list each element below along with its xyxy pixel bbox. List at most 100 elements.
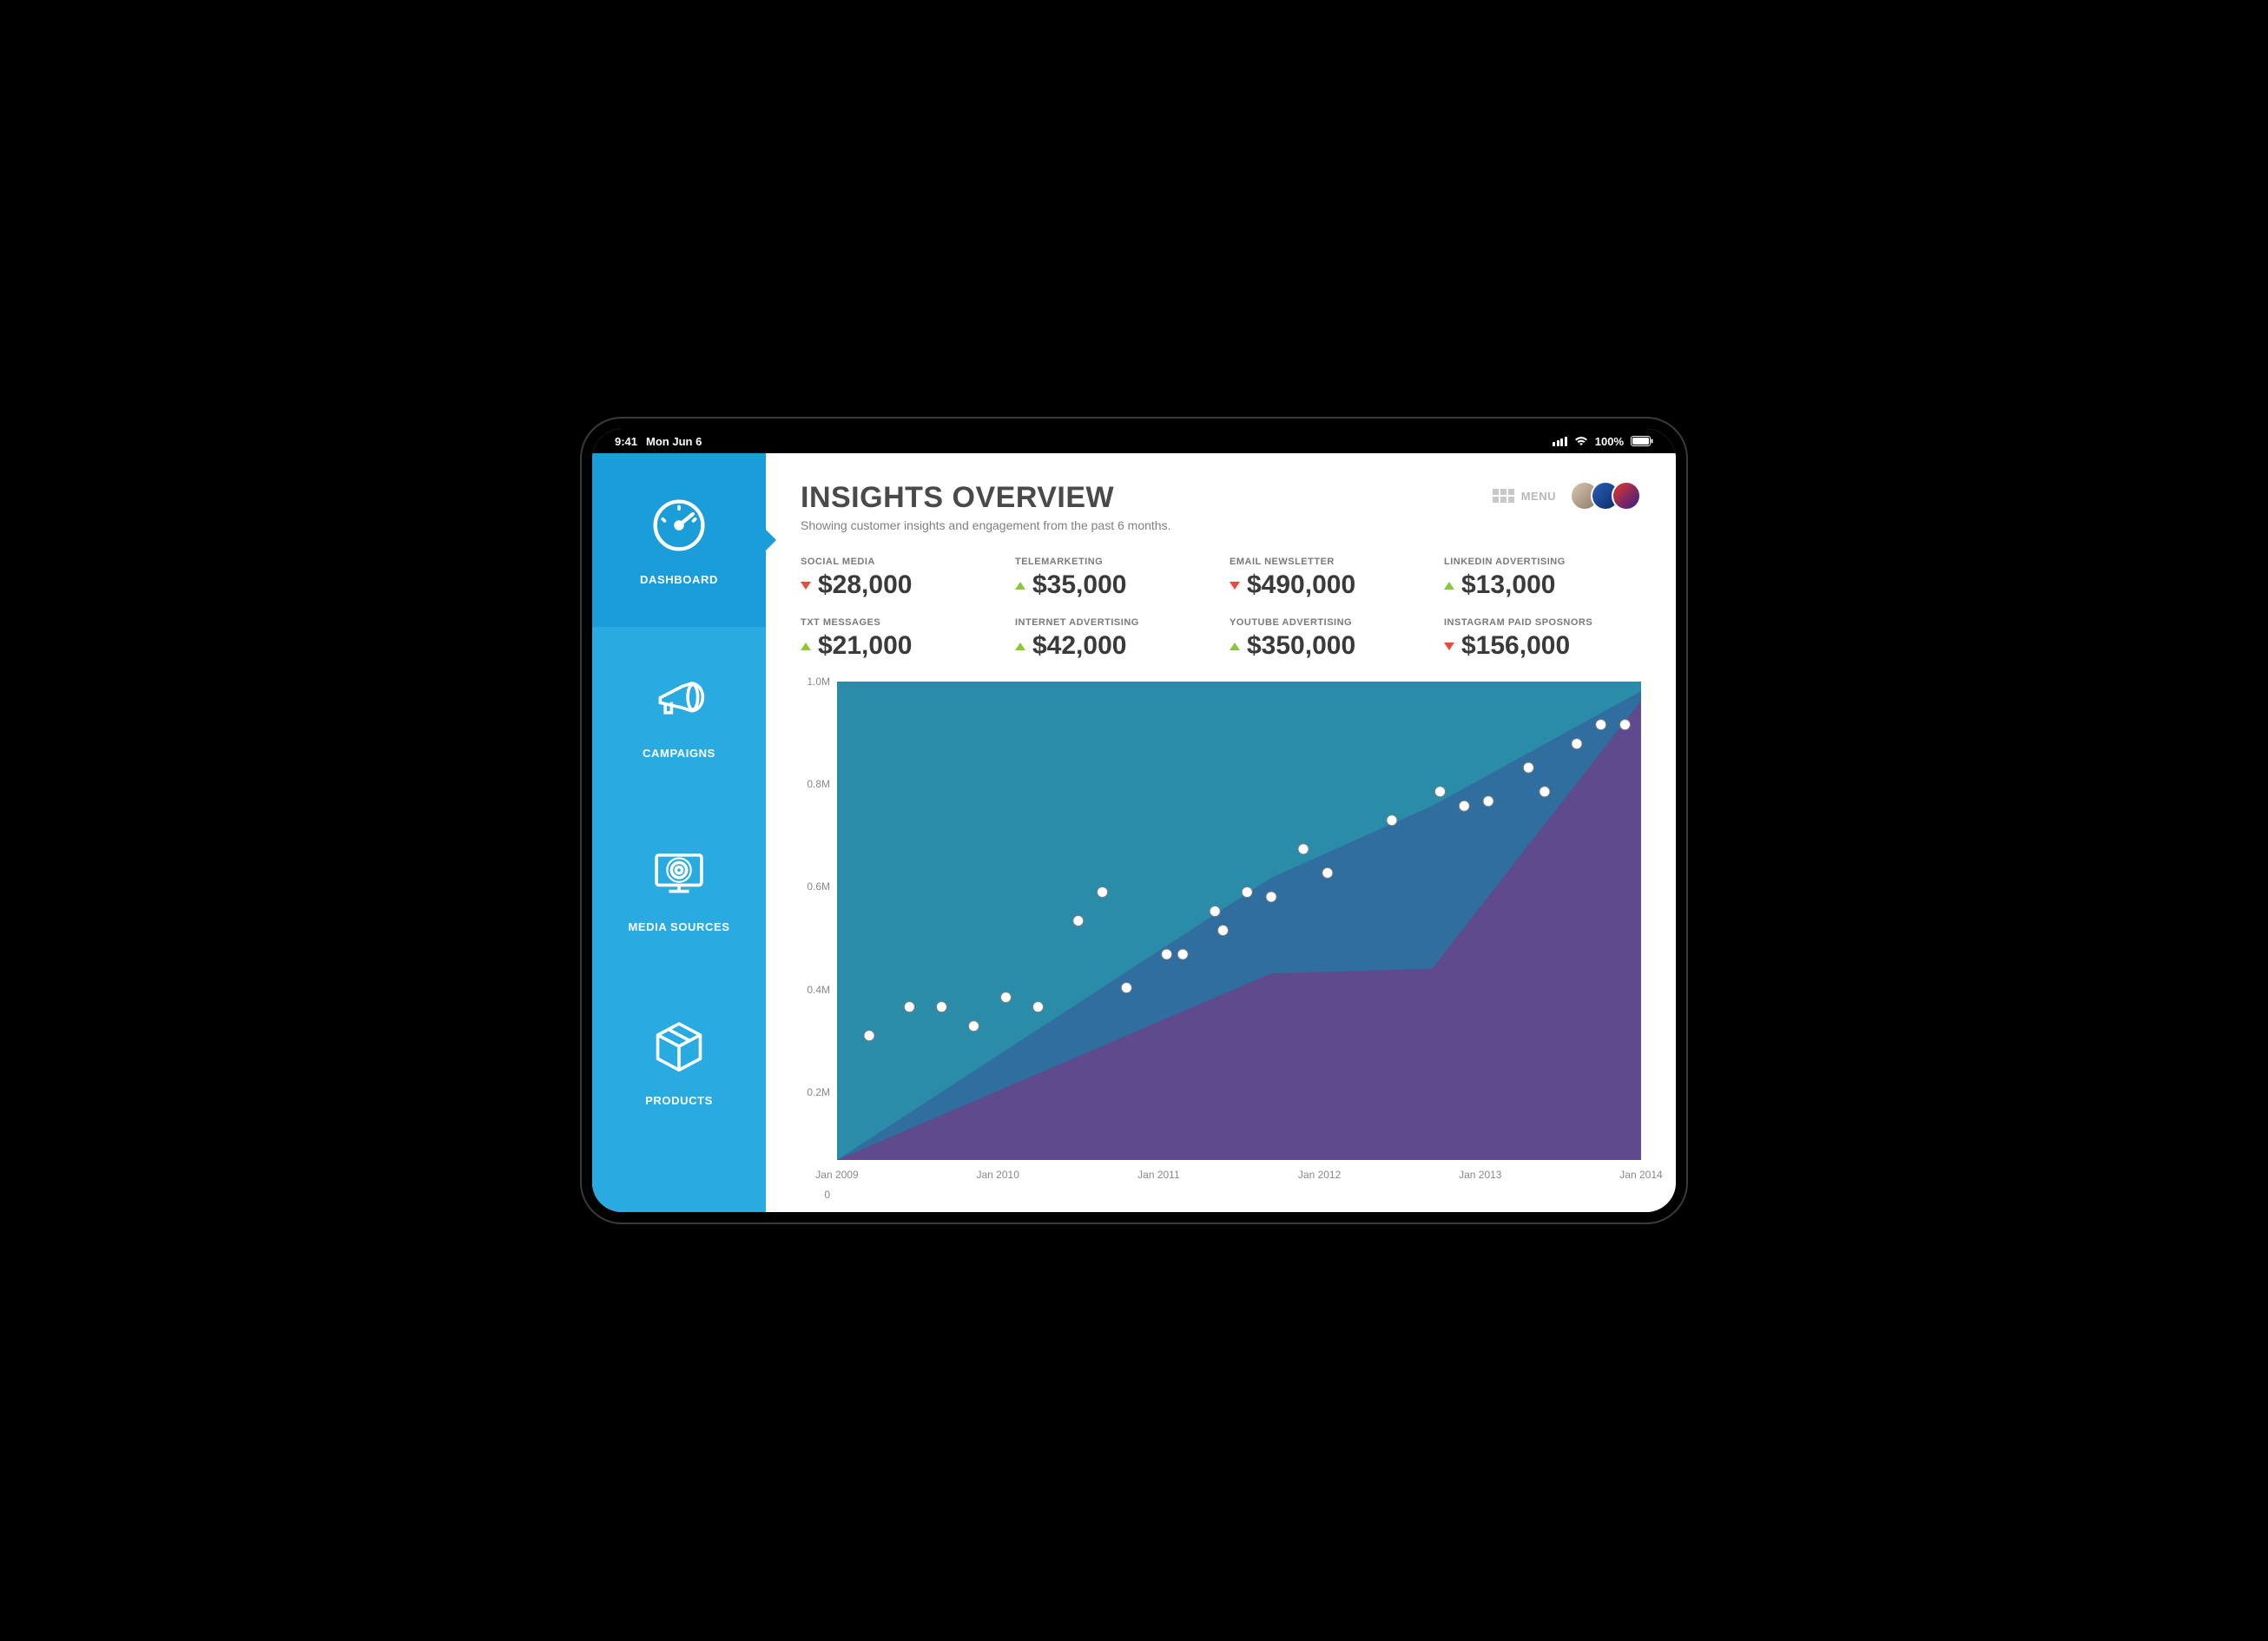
metric-label: EMAIL NEWSLETTER: [1230, 557, 1427, 567]
x-tick: Jan 2014: [1619, 1169, 1662, 1181]
scatter-point: [1033, 1002, 1044, 1012]
scatter-point: [1539, 787, 1550, 797]
sidebar-item-products[interactable]: PRODUCTS: [592, 974, 766, 1148]
page-title: INSIGHTS OVERVIEW: [801, 481, 1170, 515]
metric-value: $42,000: [1032, 631, 1126, 661]
y-tick: 0.4M: [807, 984, 830, 996]
scatter-point: [1572, 739, 1582, 749]
chart: 00.2M0.4M0.6M0.8M1.0M Jan 2009Jan 2010Ja…: [801, 682, 1641, 1195]
y-tick: 0.8M: [807, 778, 830, 790]
scatter-point: [1523, 762, 1533, 773]
screen: 9:41 Mon Jun 6 100% DASHBOARD CAMPAIGNS ME…: [592, 429, 1676, 1212]
trend-up-icon: [1230, 643, 1240, 650]
scatter-point: [1177, 949, 1188, 959]
metric-label: TELEMARKETING: [1015, 557, 1212, 567]
sidebar-item-dashboard[interactable]: DASHBOARD: [592, 453, 766, 627]
metric-label: INTERNET ADVERTISING: [1015, 617, 1212, 628]
scatter-point: [1322, 867, 1333, 878]
signal-icon: [1553, 437, 1567, 446]
scatter-point: [1266, 892, 1276, 902]
x-tick: Jan 2009: [815, 1169, 858, 1181]
metrics-grid: SOCIAL MEDIA $28,000 TELEMARKETING $35,000 E…: [801, 557, 1641, 661]
metric-value: $350,000: [1247, 631, 1355, 661]
battery-icon: [1631, 436, 1653, 446]
scatter-point: [1162, 949, 1172, 959]
main-content: INSIGHTS OVERVIEW Showing customer insig…: [766, 453, 1676, 1212]
status-date: Mon Jun 6: [646, 435, 702, 448]
scatter-point: [1387, 815, 1397, 826]
menu-label: MENU: [1521, 490, 1556, 503]
scatter-point: [904, 1002, 914, 1012]
avatar[interactable]: [1612, 481, 1641, 511]
chart-y-axis: 00.2M0.4M0.6M0.8M1.0M: [801, 682, 837, 1195]
app: DASHBOARDCAMPAIGNSMEDIA SOURCESPRODUCTS …: [592, 453, 1676, 1212]
scatter-point: [968, 1021, 979, 1031]
metric-label: YOUTUBE ADVERTISING: [1230, 617, 1427, 628]
x-tick: Jan 2012: [1298, 1169, 1341, 1181]
scatter-point: [1121, 983, 1131, 993]
metric-card: SOCIAL MEDIA $28,000: [801, 557, 998, 600]
metric-value: $156,000: [1461, 631, 1570, 661]
page-subtitle: Showing customer insights and engagement…: [801, 518, 1170, 532]
trend-up-icon: [801, 643, 811, 650]
scatter-point: [1000, 992, 1011, 1003]
trend-up-icon: [1015, 582, 1025, 590]
scatter-point: [1596, 720, 1606, 730]
metric-card: TXT MESSAGES $21,000: [801, 617, 998, 661]
metric-card: YOUTUBE ADVERTISING $350,000: [1230, 617, 1427, 661]
metric-value: $28,000: [818, 570, 912, 600]
metric-card: EMAIL NEWSLETTER $490,000: [1230, 557, 1427, 600]
metric-card: INSTAGRAM PAID SPOSNORS $156,000: [1444, 617, 1641, 661]
status-time: 9:41: [615, 435, 637, 448]
scatter-point: [1298, 844, 1309, 854]
monitor-icon: [648, 841, 710, 908]
menu-button[interactable]: MENU: [1493, 489, 1556, 503]
avatar-group[interactable]: [1570, 481, 1641, 511]
sidebar-item-label: CAMPAIGNS: [643, 747, 715, 760]
y-tick: 0.6M: [807, 880, 830, 893]
x-tick: Jan 2011: [1137, 1169, 1180, 1181]
scatter-point: [1098, 886, 1108, 897]
tablet-frame: 9:41 Mon Jun 6 100% DASHBOARD CAMPAIGNS ME…: [580, 417, 1688, 1224]
x-tick: Jan 2013: [1459, 1169, 1501, 1181]
scatter-point: [1459, 801, 1469, 811]
y-tick: 1.0M: [807, 676, 830, 688]
scatter-point: [1619, 720, 1630, 730]
battery-pct: 100%: [1595, 435, 1624, 448]
metric-label: INSTAGRAM PAID SPOSNORS: [1444, 617, 1641, 628]
metric-card: LINKEDIN ADVERTISING $13,000: [1444, 557, 1641, 600]
metric-value: $21,000: [818, 631, 912, 661]
sidebar-item-campaigns[interactable]: CAMPAIGNS: [592, 627, 766, 801]
chart-x-axis: Jan 2009Jan 2010Jan 2011Jan 2012Jan 2013…: [837, 1169, 1641, 1195]
scatter-point: [1242, 886, 1252, 897]
scatter-point: [1073, 916, 1084, 926]
y-tick: 0.2M: [807, 1086, 830, 1098]
metric-value: $490,000: [1247, 570, 1355, 600]
trend-up-icon: [1444, 582, 1454, 590]
metric-value: $13,000: [1461, 570, 1555, 600]
y-tick: 0: [824, 1189, 830, 1201]
metric-label: TXT MESSAGES: [801, 617, 998, 628]
grid-icon: [1493, 489, 1514, 503]
status-bar: 9:41 Mon Jun 6 100%: [592, 429, 1676, 453]
megaphone-icon: [648, 668, 710, 735]
trend-down-icon: [1444, 643, 1454, 650]
metric-label: LINKEDIN ADVERTISING: [1444, 557, 1641, 567]
metric-card: INTERNET ADVERTISING $42,000: [1015, 617, 1212, 661]
metric-card: TELEMARKETING $35,000: [1015, 557, 1212, 600]
sidebar-item-label: DASHBOARD: [640, 573, 718, 586]
scatter-point: [1435, 787, 1446, 797]
metric-label: SOCIAL MEDIA: [801, 557, 998, 567]
box-icon: [648, 1015, 710, 1082]
trend-down-icon: [801, 582, 811, 590]
chart-plot: [837, 682, 1641, 1160]
x-tick: Jan 2010: [976, 1169, 1019, 1181]
gauge-icon: [648, 494, 710, 561]
sidebar-item-label: MEDIA SOURCES: [628, 920, 729, 933]
trend-down-icon: [1230, 582, 1240, 590]
scatter-point: [936, 1002, 946, 1012]
sidebar-item-media-sources[interactable]: MEDIA SOURCES: [592, 801, 766, 974]
metric-value: $35,000: [1032, 570, 1126, 600]
wifi-icon: [1574, 436, 1588, 446]
scatter-point: [1217, 926, 1228, 936]
